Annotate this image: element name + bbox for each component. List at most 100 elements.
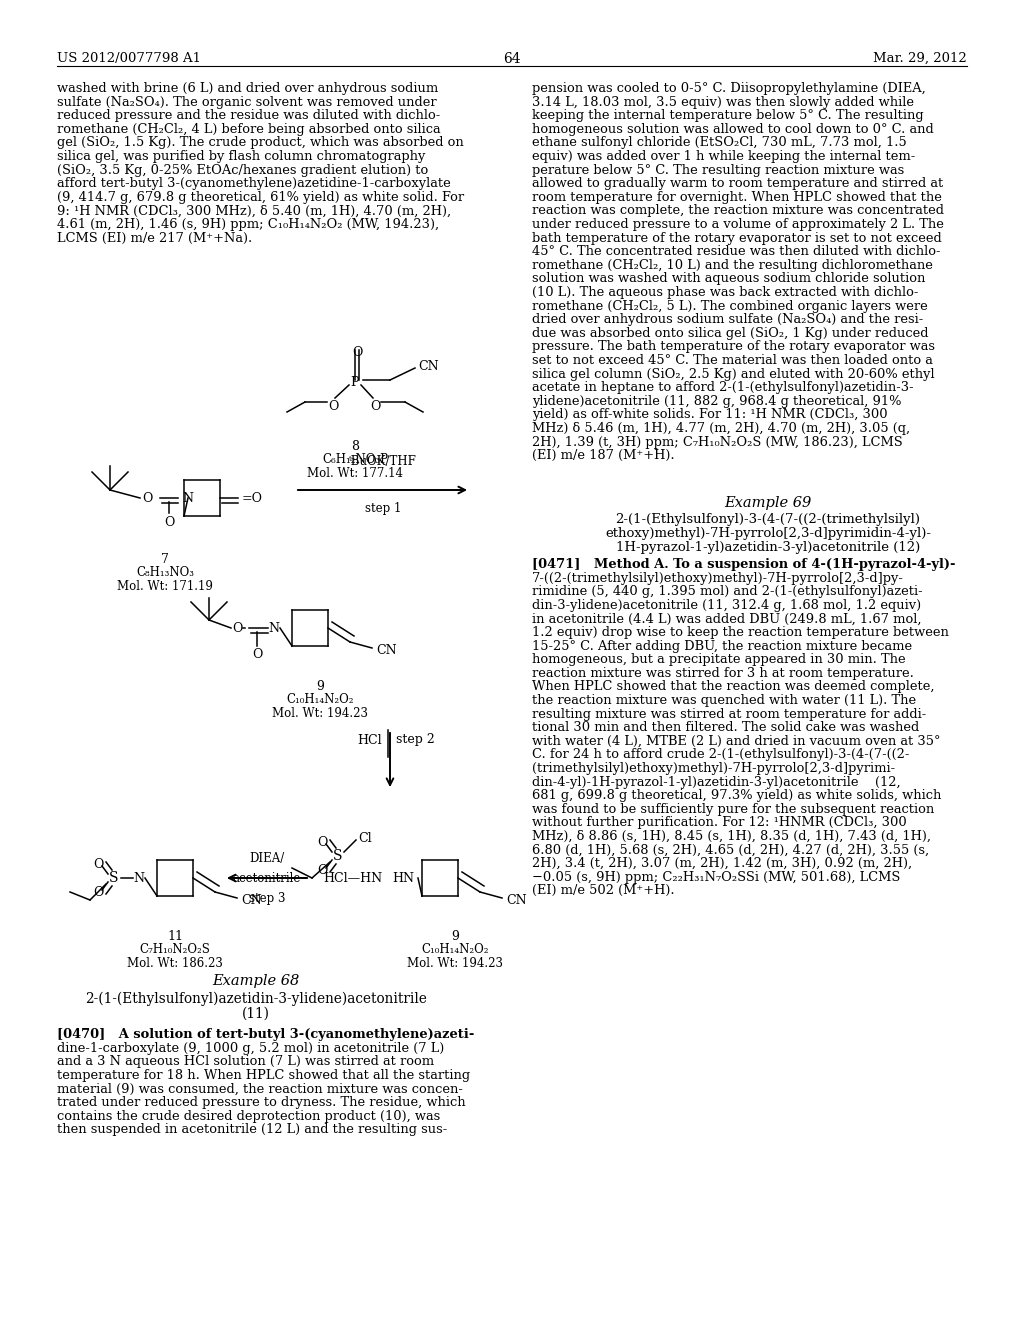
Text: under reduced pressure to a volume of approximately 2 L. The: under reduced pressure to a volume of ap… [532,218,944,231]
Text: romethane (CH₂Cl₂, 5 L). The combined organic layers were: romethane (CH₂Cl₂, 5 L). The combined or… [532,300,928,313]
Text: 7-((2-(trimethylsilyl)ethoxy)methyl)-7H-pyrrolo[2,3-d]py-: 7-((2-(trimethylsilyl)ethoxy)methyl)-7H-… [532,572,904,585]
Text: Cl: Cl [358,832,372,845]
Text: HCl—HN: HCl—HN [323,871,382,884]
Text: Mol. Wt: 186.23: Mol. Wt: 186.23 [127,957,223,970]
Text: 45° C. The concentrated residue was then diluted with dichlo-: 45° C. The concentrated residue was then… [532,246,940,259]
Text: C₇H₁₀N₂O₂S: C₇H₁₀N₂O₂S [139,942,211,956]
Text: C₁₀H₁₄N₂O₂: C₁₀H₁₄N₂O₂ [421,942,488,956]
Text: CN: CN [376,644,396,656]
Text: 2H), 1.39 (t, 3H) ppm; C₇H₁₀N₂O₂S (MW, 186.23), LCMS: 2H), 1.39 (t, 3H) ppm; C₇H₁₀N₂O₂S (MW, 1… [532,436,903,449]
Text: 681 g, 699.8 g theoretical, 97.3% yield) as white solids, which: 681 g, 699.8 g theoretical, 97.3% yield)… [532,789,941,803]
Text: reduced pressure and the residue was diluted with dichlo-: reduced pressure and the residue was dil… [57,110,440,123]
Text: yield) as off-white solids. For 11: ¹H NMR (CDCl₃, 300: yield) as off-white solids. For 11: ¹H N… [532,408,888,421]
Text: ethoxy)methyl)-7H-pyrrolo[2,3-d]pyrimidin-4-yl)-: ethoxy)methyl)-7H-pyrrolo[2,3-d]pyrimidi… [605,527,931,540]
Text: O: O [316,836,328,849]
Text: 8: 8 [351,440,359,453]
Text: acetonitrile: acetonitrile [232,871,301,884]
Text: MHz) δ 5.46 (m, 1H), 4.77 (m, 2H), 4.70 (m, 2H), 3.05 (q,: MHz) δ 5.46 (m, 1H), 4.77 (m, 2H), 4.70 … [532,422,910,436]
Text: then suspended in acetonitrile (12 L) and the resulting sus-: then suspended in acetonitrile (12 L) an… [57,1123,447,1137]
Text: in acetonitrile (4.4 L) was added DBU (249.8 mL, 1.67 mol,: in acetonitrile (4.4 L) was added DBU (2… [532,612,922,626]
Text: (11): (11) [242,1007,270,1020]
Text: N: N [268,622,280,635]
Text: ethane sulfonyl chloride (EtSO₂Cl, 730 mL, 7.73 mol, 1.5: ethane sulfonyl chloride (EtSO₂Cl, 730 m… [532,136,906,149]
Text: tional 30 min and then filtered. The solid cake was washed: tional 30 min and then filtered. The sol… [532,721,920,734]
Text: due was absorbed onto silica gel (SiO₂, 1 Kg) under reduced: due was absorbed onto silica gel (SiO₂, … [532,327,929,339]
Text: O: O [328,400,338,413]
Text: S: S [333,849,343,863]
Text: equiv) was added over 1 h while keeping the internal tem-: equiv) was added over 1 h while keeping … [532,150,915,162]
Text: Mol. Wt: 177.14: Mol. Wt: 177.14 [307,467,403,480]
Text: pressure. The bath temperature of the rotary evaporator was: pressure. The bath temperature of the ro… [532,341,935,354]
Text: C₁₀H₁₄N₂O₂: C₁₀H₁₄N₂O₂ [287,693,353,706]
Text: 64: 64 [503,51,521,66]
Text: LCMS (EI) m/e 217 (M⁺+Na).: LCMS (EI) m/e 217 (M⁺+Na). [57,231,252,244]
Text: with water (4 L), MTBE (2 L) and dried in vacuum oven at 35°: with water (4 L), MTBE (2 L) and dried i… [532,735,940,748]
Text: perature below 5° C. The resulting reaction mixture was: perature below 5° C. The resulting react… [532,164,904,177]
Text: [0471]   Method A. To a suspension of 4-(1H-pyrazol-4-yl)-: [0471] Method A. To a suspension of 4-(1… [532,558,955,572]
Text: romethane (CH₂Cl₂, 4 L) before being absorbed onto silica: romethane (CH₂Cl₂, 4 L) before being abs… [57,123,440,136]
Text: N: N [133,871,144,884]
Text: (EI) m/e 187 (M⁺+H).: (EI) m/e 187 (M⁺+H). [532,449,675,462]
Text: HN: HN [392,871,414,884]
Text: P: P [351,375,359,388]
Text: [0470]   A solution of tert-butyl 3-(cyanomethylene)azeti-: [0470] A solution of tert-butyl 3-(cyano… [57,1028,474,1041]
Text: (SiO₂, 3.5 Kg, 0-25% EtOAc/hexanes gradient elution) to: (SiO₂, 3.5 Kg, 0-25% EtOAc/hexanes gradi… [57,164,428,177]
Text: and a 3 N aqueous HCl solution (7 L) was stirred at room: and a 3 N aqueous HCl solution (7 L) was… [57,1055,434,1068]
Text: 11: 11 [167,931,183,942]
Text: O: O [142,491,153,504]
Text: CN: CN [241,894,261,907]
Text: allowed to gradually warm to room temperature and stirred at: allowed to gradually warm to room temper… [532,177,943,190]
Text: gel (SiO₂, 1.5 Kg). The crude product, which was absorbed on: gel (SiO₂, 1.5 Kg). The crude product, w… [57,136,464,149]
Text: solution was washed with aqueous sodium chloride solution: solution was washed with aqueous sodium … [532,272,926,285]
Text: (9, 414.7 g, 679.8 g theoretical, 61% yield) as white solid. For: (9, 414.7 g, 679.8 g theoretical, 61% yi… [57,191,464,203]
Text: 2-(1-(Ethylsulfonyl)azetidin-3-ylidene)acetonitrile: 2-(1-(Ethylsulfonyl)azetidin-3-ylidene)a… [85,993,427,1006]
Text: dried over anhydrous sodium sulfate (Na₂SO₄) and the resi-: dried over anhydrous sodium sulfate (Na₂… [532,313,924,326]
Text: O: O [352,346,362,359]
Text: Example 69: Example 69 [724,496,812,510]
Text: step 2: step 2 [396,734,435,747]
Text: C₈H₁₃NO₃: C₈H₁₃NO₃ [136,566,194,579]
Text: washed with brine (6 L) and dried over anhydrous sodium: washed with brine (6 L) and dried over a… [57,82,438,95]
Text: 9: ¹H NMR (CDCl₃, 300 MHz), δ 5.40 (m, 1H), 4.70 (m, 2H),: 9: ¹H NMR (CDCl₃, 300 MHz), δ 5.40 (m, 1… [57,205,452,218]
Text: C. for 24 h to afford crude 2-(1-(ethylsulfonyl)-3-(4-(7-((2-: C. for 24 h to afford crude 2-(1-(ethyls… [532,748,909,762]
Text: 15-25° C. After adding DBU, the reaction mixture became: 15-25° C. After adding DBU, the reaction… [532,640,912,652]
Text: resulting mixture was stirred at room temperature for addi-: resulting mixture was stirred at room te… [532,708,927,721]
Text: 9: 9 [451,931,459,942]
Text: Mar. 29, 2012: Mar. 29, 2012 [873,51,967,65]
Text: din-3-ylidene)acetonitrile (11, 312.4 g, 1.68 mol, 1.2 equiv): din-3-ylidene)acetonitrile (11, 312.4 g,… [532,599,922,611]
Text: (10 L). The aqueous phase was back extracted with dichlo-: (10 L). The aqueous phase was back extra… [532,286,919,300]
Text: 9: 9 [316,680,324,693]
Text: reaction mixture was stirred for 3 h at room temperature.: reaction mixture was stirred for 3 h at … [532,667,913,680]
Text: N: N [182,491,193,504]
Text: O: O [93,886,103,899]
Text: CN: CN [506,894,526,907]
Text: homogeneous solution was allowed to cool down to 0° C. and: homogeneous solution was allowed to cool… [532,123,934,136]
Text: O: O [370,400,380,413]
Text: ᵗBuOK/THF: ᵗBuOK/THF [349,455,417,469]
Text: O: O [252,648,262,661]
Text: (trimethylsilyl)ethoxy)methyl)-7H-pyrrolo[2,3-d]pyrimi-: (trimethylsilyl)ethoxy)methyl)-7H-pyrrol… [532,762,895,775]
Text: MHz), δ 8.86 (s, 1H), 8.45 (s, 1H), 8.35 (d, 1H), 7.43 (d, 1H),: MHz), δ 8.86 (s, 1H), 8.45 (s, 1H), 8.35… [532,830,931,843]
Text: was found to be sufficiently pure for the subsequent reaction: was found to be sufficiently pure for th… [532,803,934,816]
Text: When HPLC showed that the reaction was deemed complete,: When HPLC showed that the reaction was d… [532,680,935,693]
Text: without further purification. For 12: ¹HNMR (CDCl₃, 300: without further purification. For 12: ¹H… [532,816,906,829]
Text: 1.2 equiv) drop wise to keep the reaction temperature between: 1.2 equiv) drop wise to keep the reactio… [532,626,949,639]
Text: din-4-yl)-1H-pyrazol-1-yl)azetidin-3-yl)acetonitrile    (12,: din-4-yl)-1H-pyrazol-1-yl)azetidin-3-yl)… [532,776,901,788]
Text: 2-(1-(Ethylsulfonyl)-3-(4-(7-((2-(trimethylsilyl): 2-(1-(Ethylsulfonyl)-3-(4-(7-((2-(trimet… [615,513,921,525]
Text: room temperature for overnight. When HPLC showed that the: room temperature for overnight. When HPL… [532,191,942,203]
Text: trated under reduced pressure to dryness. The residue, which: trated under reduced pressure to dryness… [57,1096,466,1109]
Text: reaction was complete, the reaction mixture was concentrated: reaction was complete, the reaction mixt… [532,205,944,218]
Text: DIEA/: DIEA/ [250,851,285,865]
Text: −0.05 (s, 9H) ppm; C₂₂H₃₁N₇O₂SSi (MW, 501.68), LCMS: −0.05 (s, 9H) ppm; C₂₂H₃₁N₇O₂SSi (MW, 50… [532,871,900,884]
Text: Example 68: Example 68 [212,974,300,987]
Text: Mol. Wt: 171.19: Mol. Wt: 171.19 [117,579,213,593]
Text: temperature for 18 h. When HPLC showed that all the starting: temperature for 18 h. When HPLC showed t… [57,1069,470,1082]
Text: dine-1-carboxylate (9, 1000 g, 5.2 mol) in acetonitrile (7 L): dine-1-carboxylate (9, 1000 g, 5.2 mol) … [57,1041,444,1055]
Text: C₆H₁₂NO₃P: C₆H₁₂NO₃P [322,453,388,466]
Text: O: O [93,858,103,870]
Text: step 1: step 1 [365,502,401,515]
Text: S: S [110,871,119,884]
Text: Mol. Wt: 194.23: Mol. Wt: 194.23 [272,708,368,719]
Text: step 3: step 3 [249,892,286,906]
Text: CN: CN [418,359,438,372]
